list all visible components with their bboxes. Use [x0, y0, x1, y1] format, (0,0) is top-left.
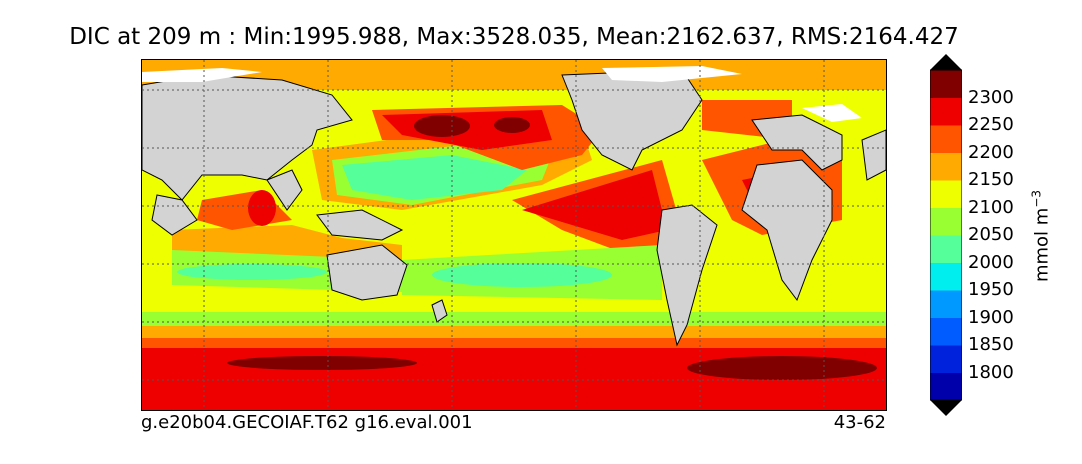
north-pacific-2050 — [342, 155, 527, 200]
bay-of-bengal-2300 — [248, 190, 276, 226]
model-run-caption: g.e20b04.GECOIAF.T62 g16.eval.001 — [141, 412, 473, 433]
colorbar-tick-label: 2250 — [968, 114, 1014, 135]
south-pacific-2050 — [432, 263, 612, 287]
africa-land — [741, 159, 833, 302]
colorbar-tick-label: 2000 — [968, 251, 1014, 273]
colorbar-segment — [930, 207, 962, 236]
ocean-field-map — [141, 59, 887, 411]
land-group — [142, 69, 886, 347]
max-patch-south-indian — [227, 356, 417, 370]
colorbar-segment — [930, 372, 962, 401]
arabia-land — [151, 194, 198, 236]
colorbar-tick-label: 1900 — [968, 306, 1014, 328]
colorbar-tick-label: 2300 — [968, 86, 1014, 108]
colorbar-segments — [930, 70, 962, 401]
colorbar-segment — [930, 345, 962, 373]
colorbar-segment — [930, 262, 962, 291]
colorbar-over-arrow — [930, 54, 962, 70]
colorbar-tick-label: 2100 — [968, 196, 1014, 218]
sea-ice-greenland — [802, 104, 862, 122]
dic-map-svg — [142, 60, 886, 410]
north-america-land — [561, 69, 703, 171]
colorbar-segment — [930, 290, 962, 318]
sea-ice-group — [142, 66, 862, 122]
sea-ice-canada — [602, 66, 742, 82]
colorbar-tick-label: 1800 — [968, 361, 1014, 383]
colorbar-units-label: mmol m−3 — [1029, 189, 1053, 283]
colorbar-segment — [930, 180, 962, 208]
colorbar-segment — [930, 235, 962, 263]
colorbar-outline — [930, 69, 962, 401]
sea-ice-siberia — [142, 68, 262, 82]
australia-land — [326, 244, 408, 301]
indonesia-land — [316, 209, 404, 241]
max-patch-bering — [494, 117, 530, 133]
max-patch-south-atlantic — [687, 356, 877, 380]
colorbar-segment — [930, 97, 962, 126]
indian-2050 — [177, 264, 327, 280]
colorbar-segment — [930, 125, 962, 153]
new-zealand-land — [431, 299, 448, 323]
colorbar-tick-label: 1950 — [968, 279, 1014, 300]
max-patch-okhotsk — [414, 115, 470, 137]
colorbar-segment — [930, 152, 962, 181]
india-land — [266, 169, 303, 211]
colorbar-tick-label: 2150 — [968, 169, 1014, 190]
year-range-caption: 43-62 — [833, 412, 886, 433]
colorbar-tick-label: 1850 — [968, 334, 1014, 355]
map-title: DIC at 209 m : Min:1995.988, Max:3528.03… — [69, 24, 959, 50]
graticule — [142, 60, 886, 410]
east-asia-land-edge — [861, 129, 886, 181]
colorbar-tick-label: 2050 — [968, 224, 1014, 245]
europe-land — [751, 114, 843, 171]
colorbar-segment — [930, 317, 962, 346]
colorbar-tick-label: 2200 — [968, 141, 1014, 163]
eurasia-land — [142, 74, 353, 201]
colorbar — [930, 54, 962, 416]
colorbar-segment — [930, 70, 962, 98]
east-pacific-2300 — [522, 170, 667, 240]
colorbar-under-arrow — [930, 400, 962, 416]
